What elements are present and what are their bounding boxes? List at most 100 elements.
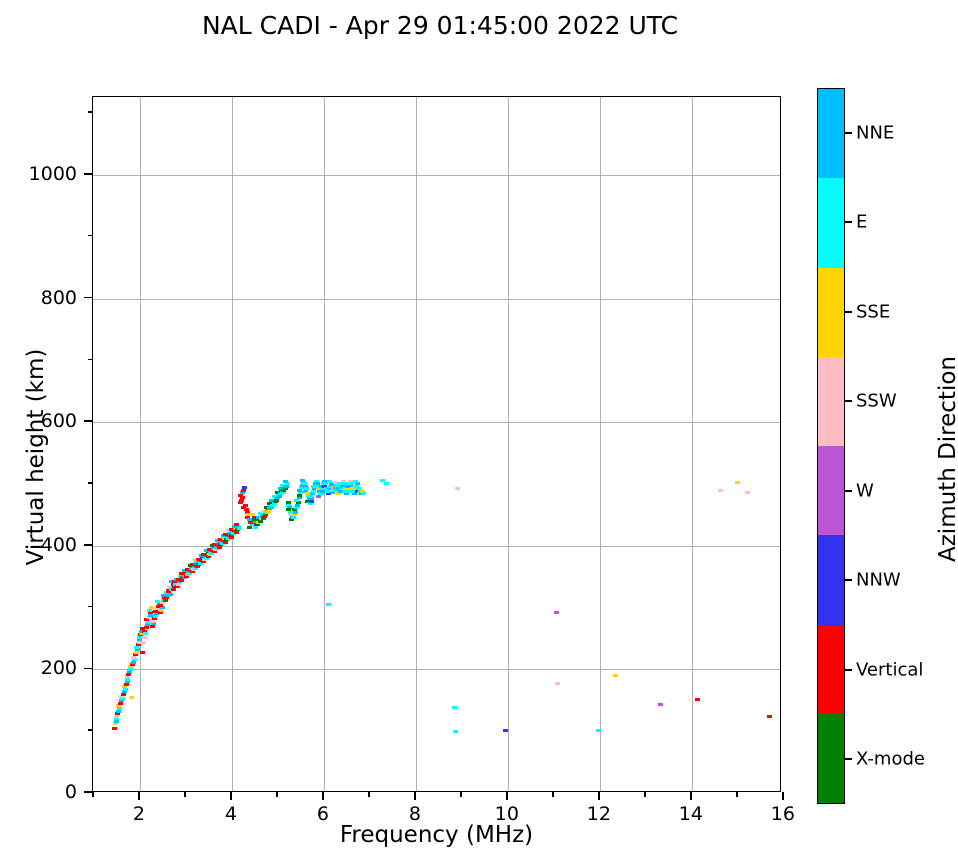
data-point [147, 608, 153, 612]
gridline-vertical [323, 97, 325, 791]
y-axis-tick [84, 667, 92, 670]
data-point [347, 484, 353, 488]
data-point [231, 531, 237, 535]
data-point [153, 612, 159, 616]
data-point [314, 482, 320, 486]
y-axis-tick-label: 800 [40, 286, 77, 309]
colorbar-label-nnw: NNW [856, 569, 901, 591]
data-point [122, 685, 128, 689]
data-point [193, 559, 199, 563]
y-axis-minor-tick [87, 482, 92, 484]
gridline-horizontal [93, 545, 780, 547]
data-point [225, 536, 231, 540]
colorbar-title: Azimuth Direction [935, 356, 958, 562]
data-point [147, 613, 153, 617]
data-point [249, 520, 255, 524]
data-point [115, 704, 121, 708]
data-point [234, 523, 240, 527]
data-point [349, 482, 355, 486]
data-point [119, 699, 125, 703]
data-point [160, 601, 166, 605]
colorbar-segment-nnw [818, 535, 844, 625]
data-point [303, 484, 309, 488]
data-point [344, 484, 350, 488]
colorbar-label-nne: NNE [856, 122, 895, 144]
data-point [153, 614, 159, 618]
data-point [257, 519, 263, 523]
colorbar-tick [845, 489, 852, 492]
data-point [326, 487, 332, 491]
data-point [152, 617, 158, 621]
data-point [297, 493, 303, 497]
colorbar-tick [845, 668, 852, 671]
plot-area [92, 96, 781, 792]
x-axis-tick [414, 792, 416, 800]
data-point [283, 484, 289, 488]
gridline-horizontal [93, 422, 780, 424]
data-point [319, 484, 325, 488]
data-point [171, 587, 177, 591]
x-axis-tick-label: 12 [586, 803, 611, 825]
data-point [133, 650, 139, 654]
data-point [338, 482, 344, 486]
data-point [131, 655, 137, 659]
data-point [291, 515, 297, 519]
data-point [198, 554, 204, 558]
data-point [223, 533, 229, 537]
data-point [142, 632, 148, 635]
data-point [294, 503, 300, 507]
x-axis-minor-tick [368, 792, 370, 797]
gridline-horizontal [93, 669, 780, 671]
data-point [238, 498, 244, 502]
data-point [184, 567, 190, 571]
gridline-vertical [415, 97, 417, 791]
data-point [335, 492, 341, 496]
data-point [163, 591, 169, 595]
data-point [356, 487, 362, 491]
data-point [314, 480, 320, 483]
data-point [323, 482, 329, 486]
x-axis-tick [690, 792, 692, 800]
x-axis-title: Frequency (MHz) [339, 822, 534, 848]
data-point [353, 484, 359, 488]
data-point [277, 494, 283, 498]
data-point [222, 540, 228, 544]
data-point [553, 611, 559, 614]
data-point [125, 677, 131, 681]
data-point [239, 496, 245, 499]
colorbar-tick [845, 131, 852, 134]
data-point [130, 662, 136, 666]
x-axis-minor-tick [644, 792, 646, 797]
colorbar-label-ssw: SSW [856, 390, 897, 412]
data-point [335, 484, 341, 488]
data-point [171, 580, 177, 584]
data-point [127, 670, 133, 674]
gridline-vertical [599, 97, 601, 791]
data-point [113, 719, 119, 723]
data-point [144, 623, 150, 627]
data-point [211, 550, 217, 554]
data-point [307, 502, 313, 506]
data-point [169, 585, 175, 588]
data-point [240, 491, 246, 495]
y-axis-minor-tick [87, 358, 92, 361]
data-point [250, 513, 256, 517]
data-point [116, 709, 122, 713]
data-point [178, 578, 184, 582]
data-point [360, 489, 366, 493]
y-axis-minor-tick [87, 111, 92, 113]
data-point [383, 482, 389, 486]
data-point [212, 543, 218, 546]
data-point [327, 480, 333, 483]
data-point [339, 484, 345, 488]
data-point [329, 483, 335, 487]
data-point [245, 510, 251, 514]
data-point [245, 513, 251, 517]
colorbar-segment-ssw [818, 356, 844, 446]
data-point [204, 549, 210, 553]
x-axis-tick-label: 14 [678, 803, 703, 825]
data-point [324, 489, 330, 493]
data-point [316, 494, 322, 498]
colorbar-label-e: E [856, 211, 868, 233]
data-point [234, 530, 240, 534]
